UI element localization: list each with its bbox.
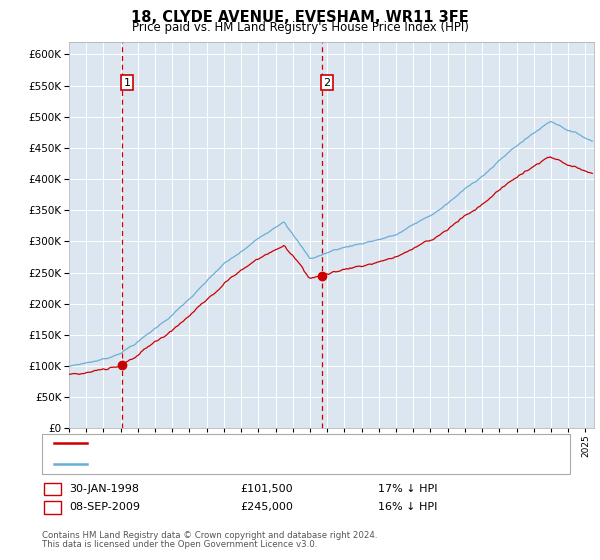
Text: Contains HM Land Registry data © Crown copyright and database right 2024.: Contains HM Land Registry data © Crown c… <box>42 531 377 540</box>
Text: Price paid vs. HM Land Registry's House Price Index (HPI): Price paid vs. HM Land Registry's House … <box>131 21 469 34</box>
Text: 16% ↓ HPI: 16% ↓ HPI <box>378 502 437 512</box>
Text: 18, CLYDE AVENUE, EVESHAM, WR11 3FE: 18, CLYDE AVENUE, EVESHAM, WR11 3FE <box>131 10 469 25</box>
Text: 18, CLYDE AVENUE, EVESHAM, WR11 3FE (detached house): 18, CLYDE AVENUE, EVESHAM, WR11 3FE (det… <box>91 438 400 448</box>
Text: 1: 1 <box>124 77 131 87</box>
Text: £101,500: £101,500 <box>240 484 293 494</box>
Text: 2: 2 <box>49 502 56 512</box>
Text: 1: 1 <box>49 484 56 494</box>
Text: 17% ↓ HPI: 17% ↓ HPI <box>378 484 437 494</box>
Text: £245,000: £245,000 <box>240 502 293 512</box>
Text: HPI: Average price, detached house, Wychavon: HPI: Average price, detached house, Wych… <box>91 459 338 469</box>
Text: 30-JAN-1998: 30-JAN-1998 <box>69 484 139 494</box>
Text: 2: 2 <box>323 77 331 87</box>
Text: This data is licensed under the Open Government Licence v3.0.: This data is licensed under the Open Gov… <box>42 540 317 549</box>
Text: 08-SEP-2009: 08-SEP-2009 <box>69 502 140 512</box>
